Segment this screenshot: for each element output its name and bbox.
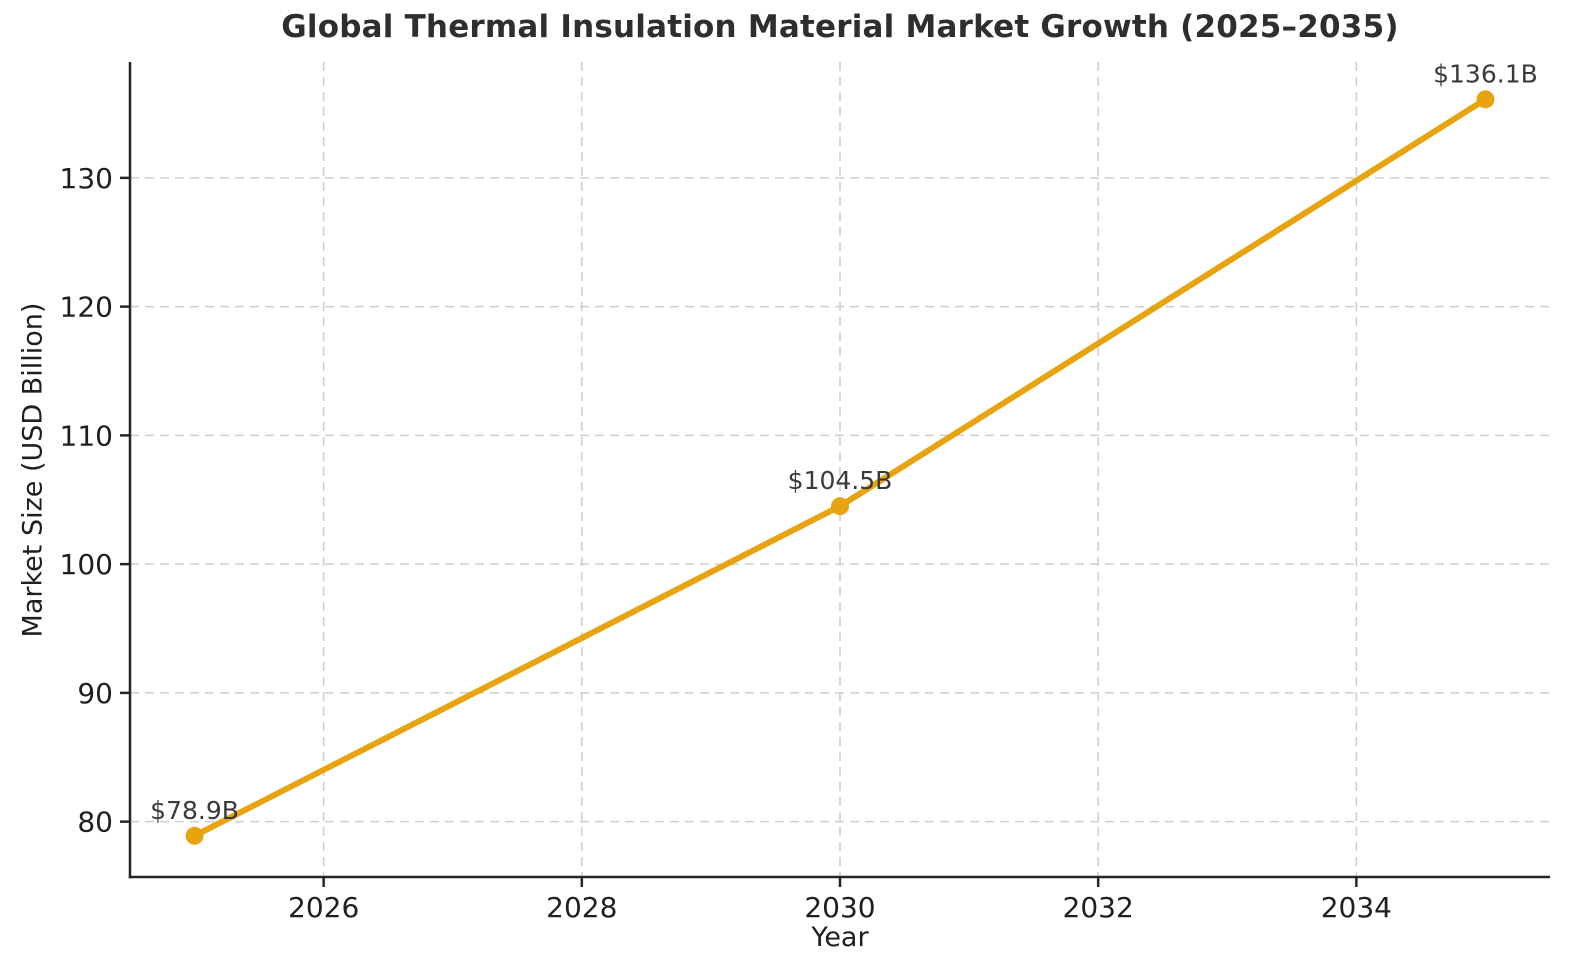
x-tick-label: 2034 bbox=[1321, 891, 1392, 924]
x-tick-label: 2030 bbox=[804, 891, 875, 924]
data-point bbox=[1476, 90, 1495, 109]
y-tick-label: 110 bbox=[60, 419, 113, 452]
x-axis-label: Year bbox=[811, 922, 869, 953]
y-tick-label: 120 bbox=[60, 291, 113, 324]
data-point-label: $136.1B bbox=[1433, 59, 1538, 88]
x-tick-label: 2026 bbox=[288, 891, 359, 924]
data-point bbox=[831, 497, 849, 516]
y-tick-label: 130 bbox=[60, 162, 113, 195]
data-point bbox=[185, 826, 204, 845]
x-tick-label: 2032 bbox=[1063, 891, 1134, 924]
y-tick-label: 90 bbox=[77, 677, 113, 710]
chart-title: Global Thermal Insulation Material Marke… bbox=[281, 9, 1399, 45]
y-tick-label: 80 bbox=[77, 806, 113, 839]
data-point-label: $104.5B bbox=[788, 466, 893, 495]
y-axis-label: Market Size (USD Billion) bbox=[17, 302, 49, 638]
data-point-label: $78.9B bbox=[150, 796, 239, 825]
y-tick-label: 100 bbox=[60, 548, 113, 581]
x-tick-label: 2028 bbox=[546, 891, 617, 924]
